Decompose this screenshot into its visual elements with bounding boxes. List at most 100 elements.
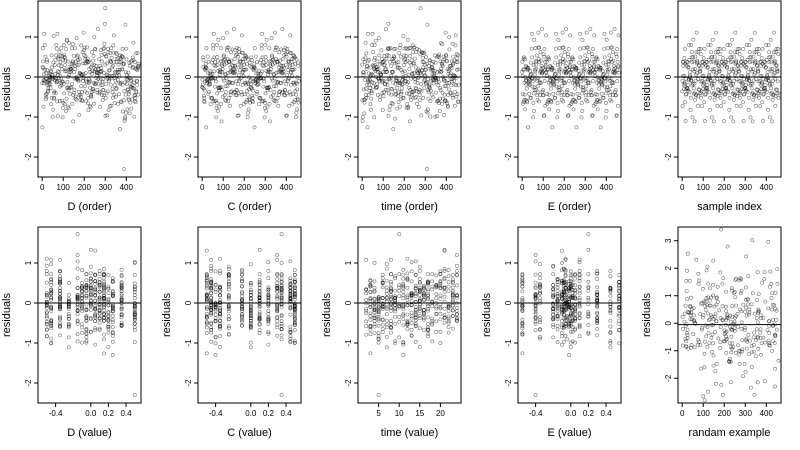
data-point: [41, 104, 46, 109]
data-point: [288, 327, 293, 332]
data-point: [83, 84, 87, 89]
data-point: [266, 315, 271, 320]
x-tick-label: 300: [739, 409, 753, 418]
x-tick-label: 0.4: [120, 409, 132, 418]
data-point: [608, 345, 613, 350]
data-point: [120, 67, 125, 72]
data-point: [417, 277, 422, 281]
data-point: [119, 59, 124, 64]
data-point: [371, 84, 376, 89]
x-axis-label: D (value): [67, 427, 112, 439]
data-point: [728, 319, 733, 324]
panel-frame: [197, 0, 302, 178]
y-tick-label: 1: [504, 260, 513, 265]
data-point: [279, 63, 284, 68]
data-point: [740, 56, 745, 61]
data-point: [595, 57, 600, 62]
data-point: [538, 285, 542, 290]
data-point: [682, 74, 687, 79]
data-point: [729, 350, 734, 355]
data-point: [393, 46, 398, 51]
data-point: [133, 60, 138, 65]
x-tick-label: 0: [520, 183, 525, 192]
data-point: [263, 91, 268, 96]
data-point: [92, 101, 96, 106]
data-point: [55, 99, 60, 104]
data-point: [700, 59, 705, 64]
data-point: [389, 297, 393, 301]
y-tick-label: -1: [184, 339, 193, 347]
data-point: [106, 108, 111, 113]
data-point: [750, 69, 755, 74]
data-point: [729, 115, 734, 120]
data-point: [413, 305, 418, 309]
data-point: [426, 272, 430, 277]
data-point: [533, 253, 538, 257]
data-point: [720, 83, 725, 87]
data-point: [93, 289, 98, 294]
data-point: [405, 297, 410, 302]
data-point: [722, 119, 727, 123]
data-point: [724, 83, 729, 87]
data-point: [699, 91, 704, 96]
data-point: [551, 335, 556, 340]
data-point: [292, 100, 297, 105]
data-point: [279, 327, 284, 332]
data-point: [44, 272, 49, 277]
data-point: [714, 361, 719, 366]
data-point: [740, 74, 745, 79]
data-point: [364, 311, 369, 315]
data-point: [750, 81, 755, 86]
data-point: [605, 72, 610, 77]
data-point: [384, 312, 389, 317]
data-point: [102, 267, 106, 271]
data-point: [58, 305, 62, 310]
data-point: [57, 99, 62, 103]
data-point: [573, 86, 578, 91]
data-point: [75, 266, 80, 271]
data-point: [718, 52, 723, 57]
data-point: [80, 305, 84, 310]
data-point: [430, 339, 435, 344]
data-point: [230, 81, 235, 85]
data-point: [686, 65, 691, 69]
data-point: [384, 291, 389, 296]
data-point: [533, 293, 538, 298]
data-point: [93, 303, 98, 308]
data-point: [427, 86, 432, 91]
data-point: [275, 271, 280, 276]
data-point: [689, 295, 693, 300]
data-point: [553, 60, 557, 65]
data-point: [424, 55, 429, 59]
data-point: [367, 83, 372, 87]
data-point: [698, 343, 703, 347]
data-point: [292, 297, 297, 302]
data-point: [209, 327, 214, 332]
data-point: [376, 298, 381, 303]
data-point: [538, 318, 542, 323]
data-point: [414, 86, 419, 91]
data-point: [533, 319, 538, 324]
data-point: [756, 320, 760, 325]
data-point: [574, 66, 579, 71]
data-point: [389, 63, 393, 68]
data-point: [70, 81, 75, 86]
data-point: [439, 70, 443, 75]
data-point: [541, 93, 545, 97]
data-point: [442, 285, 447, 290]
data-point: [218, 284, 222, 289]
data-point: [204, 325, 209, 330]
data-point: [547, 92, 551, 97]
data-point: [443, 30, 448, 35]
data-point: [434, 304, 439, 309]
data-point: [387, 47, 392, 51]
y-tick-label: 1: [184, 34, 193, 39]
data-point: [54, 46, 59, 51]
data-point: [250, 93, 255, 98]
data-point: [559, 93, 564, 98]
data-point: [240, 92, 245, 97]
data-point: [283, 88, 287, 93]
data-point: [761, 92, 766, 97]
data-point: [426, 321, 430, 326]
data-point: [65, 38, 69, 43]
